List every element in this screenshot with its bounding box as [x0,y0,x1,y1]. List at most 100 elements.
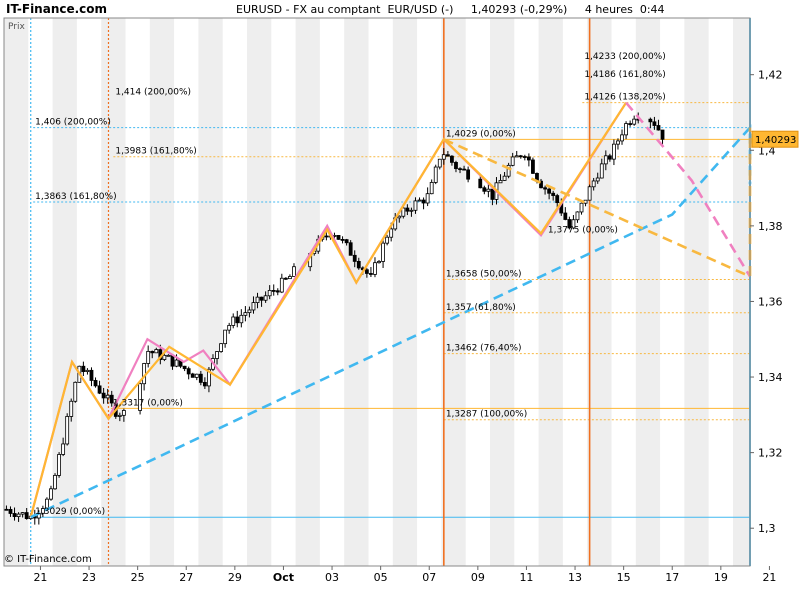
fib-level-label: 1,3462 (76,40%) [446,344,522,354]
candle-body [498,180,503,184]
candle-body [267,290,272,297]
candle-body [632,118,637,125]
candle-body [624,123,628,136]
day-stripe [246,18,272,566]
candle-body [389,228,394,238]
candle-body [555,195,560,204]
candle-body [377,261,381,264]
candle-body [97,385,102,394]
x-tick-label: 21 [762,571,776,584]
candle-body [369,273,373,275]
candle-body [8,509,13,514]
background-stripes [4,18,750,566]
candle-body [251,302,256,311]
candle-body [40,508,45,514]
day-stripe [4,18,29,566]
candle-body [587,186,592,201]
candle-body [579,202,584,213]
candle-body [138,383,142,411]
candle-body [458,168,462,171]
y-axis-label: Prix [8,22,25,32]
candle-body [466,169,471,180]
zigzag-lines [29,102,628,518]
candle-body [571,219,576,229]
candle-body [628,123,633,125]
candle-body [271,290,276,292]
candle-body [567,219,572,229]
day-stripe [52,18,77,566]
day-stripe [538,18,563,566]
candle-body [4,508,9,511]
copyright-text: © IT-Finance.com [4,554,92,565]
candle-body [215,351,219,359]
day-stripe [344,18,369,566]
fib-level-label: 1,357 (61,80%) [446,303,516,313]
fib-levels [33,102,750,518]
candle-body [612,143,616,160]
candle-body [603,155,608,165]
candle-body [381,242,385,262]
candle-body [85,369,90,372]
day-stripe [198,18,223,566]
y-tick-label: 1,38 [758,220,783,233]
x-tick-label: 29 [228,571,242,584]
fib-level-label: 1,414 (200,00%) [115,87,191,97]
candle-body [198,373,203,383]
day-stripe [587,18,612,566]
fib-level-label: 1,4126 (138,20%) [584,93,665,103]
day-stripe [635,18,661,566]
candle-body [620,134,624,142]
candle-body [445,154,450,157]
candle-body [616,140,620,145]
candle-body [170,354,175,367]
fib-level-label: 1,4029 (0,00%) [446,129,516,139]
candle-body [247,309,252,314]
candle-body [146,350,151,364]
candle-body [648,118,653,123]
candle-body [502,175,507,181]
candle-body [429,182,434,195]
candle-body [255,296,260,304]
candle-body [101,392,106,399]
x-tick-label: 03 [325,571,339,584]
candle-body [437,158,442,168]
candle-body [599,163,604,179]
x-tick-label: Oct [273,571,294,584]
fib-level-label: 1,4186 (161,80%) [584,70,665,80]
candle-body [352,254,357,262]
candle-body [348,242,353,256]
candle-body [462,168,466,171]
candle-body [162,354,167,360]
candle-body [243,312,248,316]
y-tick-label: 1,3 [758,522,776,535]
candle-body [490,188,495,200]
orange-zigzag-line [29,102,628,518]
candle-body [219,343,223,352]
candle-body [89,369,94,381]
x-tick-label: 17 [665,571,679,584]
candle-body [186,368,191,375]
candle-body [69,400,74,417]
x-tick-label: 25 [131,571,145,584]
candle-body [105,394,110,399]
day-stripe [684,18,709,566]
candle-body [275,290,280,293]
candle-body [150,350,155,354]
pink-dashed-projection [625,101,752,278]
candle-body [182,365,187,370]
plot-frame [3,17,751,567]
candle-body [259,296,264,301]
day-stripe [101,18,126,566]
candle-body [373,262,377,275]
candle-body [514,155,519,158]
candle-body [510,156,515,166]
candle-body [190,373,195,378]
candle-body [417,199,422,202]
x-tick-label: 21 [33,571,47,584]
candle-body [413,200,418,211]
candle-body [563,212,568,220]
candle-body [231,316,236,326]
candle-body [283,277,288,280]
